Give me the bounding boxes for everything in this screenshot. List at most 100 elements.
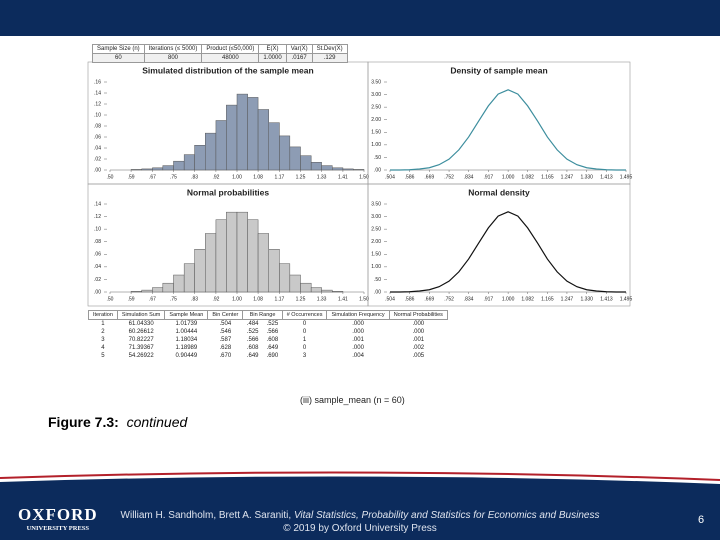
x-tick-label: .67	[149, 296, 156, 302]
bar	[321, 165, 333, 171]
caption-label: Figure 7.3:	[48, 414, 119, 430]
copyright: © 2019 by Oxford University Press	[283, 523, 437, 534]
x-tick-label: .917	[483, 296, 493, 302]
bar	[279, 263, 291, 293]
x-tick-label: 1.165	[541, 174, 554, 180]
x-tick-label: .752	[444, 296, 454, 302]
caption-text: continued	[126, 414, 188, 430]
table-cell: .608	[246, 345, 259, 351]
column-label: Var(X̄)	[285, 44, 313, 54]
x-tick-label: .83	[191, 174, 198, 180]
y-tick-label: .50	[374, 155, 381, 161]
column-label: Product (≤50,000)	[201, 44, 260, 54]
table-row: 4 71.39367 1.18989 .628 .608 .649 0 .000 .002	[89, 344, 448, 352]
column-header: Simulation Frequency	[326, 310, 390, 320]
table-cell: .000	[352, 345, 364, 351]
bar	[215, 120, 227, 171]
table-cell: 71.39367	[128, 345, 154, 351]
bar	[226, 104, 238, 171]
chart-panel	[367, 61, 631, 185]
y-tick-label: .00	[374, 289, 381, 295]
table-cell: 1	[101, 321, 105, 327]
bar	[236, 93, 248, 171]
x-tick-label: 1.41	[338, 296, 348, 302]
table-cell: 61.04330	[128, 321, 154, 327]
table-cell: 70.82227	[128, 337, 154, 343]
x-tick-label: 1.00	[232, 296, 242, 302]
column-value: 48000	[201, 53, 260, 63]
logo-bottom: UNIVERSITY PRESS	[26, 525, 90, 532]
y-tick-label: .06	[94, 252, 101, 258]
y-tick-label: 3.50	[371, 79, 381, 85]
y-tick-label: .00	[94, 289, 101, 295]
bar	[194, 249, 206, 293]
x-tick-label: 1.082	[521, 296, 534, 302]
table-cell: .000	[352, 329, 364, 335]
table-cell: 0.90449	[175, 353, 198, 359]
table-cell: .525	[266, 321, 279, 327]
x-tick-label: .75	[170, 296, 177, 302]
column-value: 800	[143, 53, 203, 63]
x-tick-label: 1.000	[502, 174, 515, 180]
logo: OXFORD UNIVERSITY PRESS	[18, 505, 98, 532]
table-cell: .546	[219, 329, 232, 335]
header-table: Sample Size (n) Iterations (≤ 5000) Produc…	[92, 44, 348, 63]
y-tick-label: .14	[94, 90, 101, 96]
page-number: 6	[698, 514, 705, 526]
x-tick-label: 1.25	[296, 296, 306, 302]
table-cell: .005	[412, 353, 425, 359]
table-cell: .566	[246, 337, 259, 343]
bar	[183, 263, 195, 293]
bar	[141, 289, 153, 293]
bar	[353, 169, 365, 171]
x-tick-label: 1.08	[253, 296, 263, 302]
table-cell: .587	[219, 337, 232, 343]
y-tick-label: 1.00	[371, 142, 381, 148]
table-cell: 2	[101, 329, 105, 335]
bar	[173, 274, 185, 293]
bar	[289, 146, 301, 171]
table-cell: 3	[101, 337, 105, 343]
y-tick-label: .12	[94, 214, 101, 220]
x-tick-label: .752	[444, 174, 454, 180]
x-tick-label: .50	[107, 296, 114, 302]
bar	[310, 287, 322, 293]
bar	[215, 219, 227, 293]
x-tick-label: 1.41	[338, 174, 348, 180]
x-tick-label: .92	[212, 174, 219, 180]
x-tick-label: 1.17	[275, 296, 285, 302]
bar	[310, 162, 322, 171]
chart-title: Simulated distribution of the sample mea…	[142, 65, 313, 75]
y-tick-label: .02	[94, 277, 101, 283]
table-cell: .525	[246, 329, 259, 335]
bar	[152, 287, 164, 293]
y-tick-label: .06	[94, 134, 101, 140]
x-tick-label: 1.413	[600, 296, 613, 302]
x-tick-label: 1.330	[580, 296, 593, 302]
x-tick-label: .586	[405, 296, 415, 302]
table-cell: 1.00444	[175, 329, 198, 335]
column-label: E(X̄)	[258, 44, 287, 54]
column-value: 60	[92, 53, 145, 63]
column-header: Bin Range	[242, 310, 283, 320]
y-tick-label: .04	[94, 264, 101, 270]
bar	[130, 169, 143, 171]
x-tick-label: 1.413	[600, 174, 613, 180]
table-cell: 0	[302, 345, 307, 351]
x-tick-label: 1.33	[317, 174, 327, 180]
table-cell: .484	[246, 321, 259, 327]
bar	[205, 233, 217, 293]
table-cell: .628	[219, 345, 232, 351]
bar	[342, 168, 354, 171]
table-cell: 1	[302, 337, 307, 343]
y-tick-label: 2.50	[371, 226, 381, 232]
bar	[152, 167, 164, 171]
chart-title: Density of sample mean	[450, 65, 547, 75]
column-label: Sample Size (n)	[92, 44, 145, 54]
bar	[268, 249, 280, 293]
x-tick-label: .669	[424, 296, 434, 302]
authors: William H. Sandholm, Brett A. Saraniti,	[120, 510, 292, 521]
header-row: Iteration Simulation Sum Sample Mean Bin Ce…	[88, 310, 448, 320]
bar	[247, 219, 259, 293]
